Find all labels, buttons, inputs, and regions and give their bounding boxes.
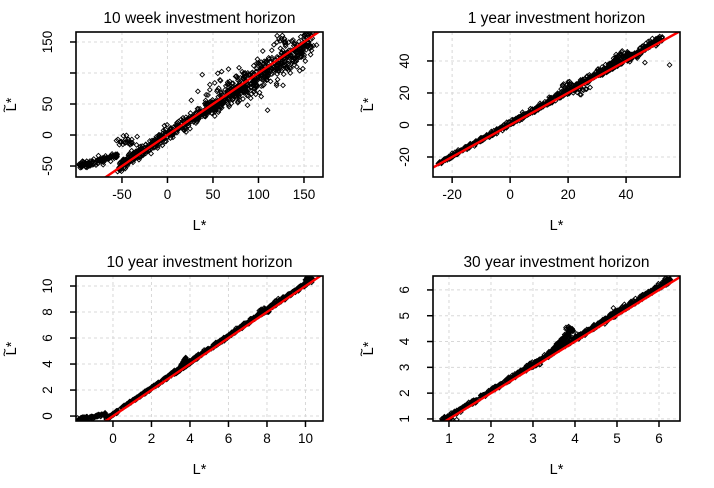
y-tick-label: 4: [397, 337, 412, 345]
y-tick-label: 0: [397, 121, 412, 129]
y-tick-label: 4: [40, 360, 55, 368]
gridlines: [433, 32, 680, 177]
y-tick-label: 5: [397, 312, 412, 320]
x-axis-label: L*: [550, 462, 564, 478]
x-tick-label: 50: [205, 187, 220, 202]
x-tick-label: 150: [293, 187, 316, 202]
x-tick-label: 0: [506, 187, 514, 202]
x-tick-label: 4: [186, 431, 194, 446]
y-axis-label: L*~: [357, 97, 377, 112]
x-tick-label: 2: [148, 431, 156, 446]
y-tick-label: -20: [397, 147, 412, 167]
y-tick-label: 50: [40, 96, 55, 111]
x-tick-label: 8: [263, 431, 271, 446]
x-tick-label: 4: [571, 431, 579, 446]
y-tick-label: 40: [397, 53, 412, 68]
x-axis-label: L*: [550, 218, 564, 234]
x-tick-label: -50: [112, 187, 132, 202]
scatter-points: [439, 276, 674, 421]
y-tick-label: 0: [40, 412, 55, 420]
svg-text:L*: L*: [4, 341, 20, 355]
y-tick-label: 6: [40, 334, 55, 342]
panel-title: 30 year investment horizon: [463, 254, 649, 271]
y-tick-label: 2: [397, 389, 412, 397]
gridlines: [433, 276, 680, 421]
axis-ticks: [70, 41, 305, 183]
tick-labels: -20 0 20 40 -20 0 20 40: [397, 53, 634, 202]
x-tick-label: 0: [164, 187, 172, 202]
gridlines: [76, 276, 323, 421]
y-tick-label: -50: [40, 156, 55, 176]
y-tick-label: 150: [40, 31, 55, 54]
x-axis-label: L*: [193, 462, 207, 478]
plot-area: -50 0 50 100 150 -50 0 50 150 L*~: [0, 31, 324, 202]
plot-area: -20 0 20 40 -20 0 20 40 L*~: [357, 31, 681, 202]
svg-text:~: ~: [357, 104, 371, 112]
x-tick-label: 40: [619, 187, 634, 202]
x-axis-label: L*: [193, 218, 207, 234]
x-tick-label: 20: [561, 187, 576, 202]
panel-30-year-horizon: 30 year investment horizon 1 2 3 4 5 6 1 2 3 4 5 6 L…: [357, 254, 681, 478]
y-tick-label: 6: [397, 286, 412, 294]
tick-labels: 1 2 3 4 5 6 1 2 3 4 5 6: [397, 286, 663, 446]
svg-text:~: ~: [0, 348, 14, 356]
svg-text:~: ~: [0, 104, 14, 112]
tick-labels: 0 2 4 6 8 10 0 2 4 6 8 10: [40, 278, 313, 446]
identity-line: [103, 32, 321, 177]
x-tick-label: -20: [442, 187, 462, 202]
y-tick-label: 2: [40, 386, 55, 394]
scatter-points: [76, 276, 317, 421]
identity-line: [103, 276, 323, 421]
plot-box: [75, 275, 324, 422]
identity-line: [433, 32, 680, 169]
x-tick-label: 6: [655, 431, 663, 446]
svg-text:~: ~: [357, 348, 371, 356]
axis-ticks: [427, 60, 627, 183]
y-tick-label: 20: [397, 85, 412, 100]
plot-box: [432, 275, 681, 422]
plot-box: [432, 31, 681, 178]
y-axis-label: L*~: [0, 97, 20, 112]
y-tick-label: 10: [40, 278, 55, 293]
svg-text:L*: L*: [4, 97, 20, 111]
y-tick-label: 0: [40, 131, 55, 139]
y-tick-label: 1: [397, 415, 412, 423]
plot-area: 0 2 4 6 8 10 0 2 4 6 8 10 L*~: [0, 275, 324, 446]
x-tick-label: 2: [487, 431, 495, 446]
panel-10-week-horizon: 10 week investment horizon -50 0 50 100 150-…: [0, 10, 324, 234]
tick-labels: -50 0 50 100 150 -50 0 50 150: [40, 31, 315, 202]
x-tick-label: 1: [445, 431, 453, 446]
plot-area: 1 2 3 4 5 6 1 2 3 4 5 6 L*~: [357, 275, 681, 446]
y-axis-label: L*~: [0, 341, 20, 356]
plot-box: [75, 31, 324, 178]
x-tick-label: 3: [529, 431, 537, 446]
x-tick-label: 6: [225, 431, 233, 446]
svg-text:L*: L*: [361, 341, 377, 355]
identity-line: [443, 276, 680, 421]
x-tick-label: 5: [613, 431, 621, 446]
x-tick-label: 0: [109, 431, 117, 446]
y-tick-label: 8: [40, 308, 55, 316]
panel-title: 1 year investment horizon: [468, 10, 645, 27]
y-axis-label: L*~: [357, 341, 377, 356]
panel-title: 10 week investment horizon: [103, 10, 295, 27]
panel-title: 10 year investment horizon: [106, 254, 292, 271]
x-tick-label: 10: [298, 431, 313, 446]
axis-ticks: [70, 285, 307, 427]
axis-ticks: [427, 289, 660, 427]
y-tick-label: 3: [397, 364, 412, 372]
svg-text:L*: L*: [361, 97, 377, 111]
panel-10-year-horizon: 10 year investment horizon 0 2 4 6 8 10 0 2 4 6 8 1…: [0, 254, 324, 478]
panel-1-year-horizon: 1 year investment horizon -20 0 20 40 -20 0 20…: [357, 10, 681, 234]
x-tick-label: 100: [247, 187, 270, 202]
